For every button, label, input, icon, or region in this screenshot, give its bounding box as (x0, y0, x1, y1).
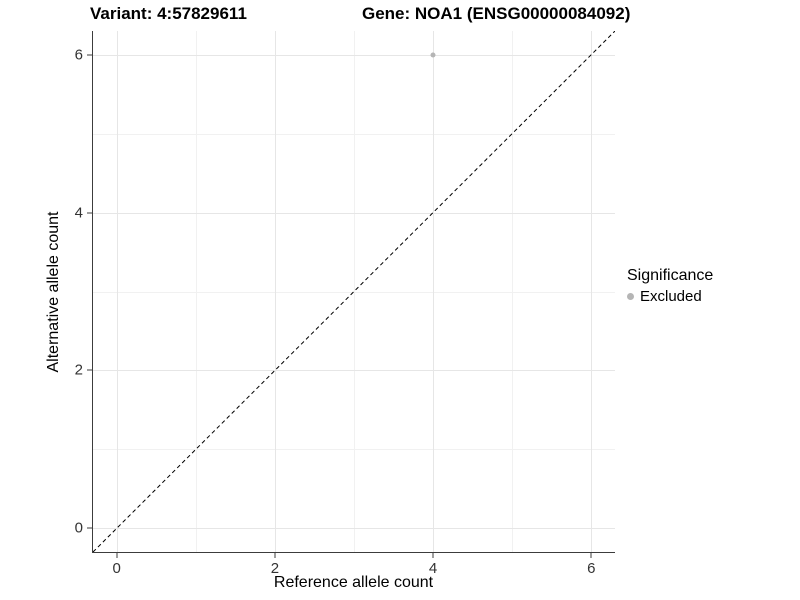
x-axis-tick-label: 6 (587, 560, 596, 577)
major-gridline (93, 370, 615, 372)
y-axis-tick-label: 2 (74, 361, 83, 379)
legend-title: Significance (627, 267, 714, 284)
x-axis-tick (274, 553, 276, 558)
legend: Significance Excluded (627, 267, 713, 305)
major-gridline (433, 31, 435, 552)
major-gridline (116, 31, 118, 552)
major-gridline (274, 31, 276, 552)
data-points-layer (93, 31, 615, 552)
y-axis-tick (87, 369, 92, 371)
x-axis-tick-label: 0 (112, 560, 121, 577)
y-axis-tick (87, 527, 92, 529)
x-axis-tick-label: 2 (270, 560, 280, 577)
x-axis-tick (432, 553, 434, 558)
minor-gridline (93, 449, 615, 451)
axis-ticks-layer: 0 2 4 6 0 2 4 6 (75, 31, 615, 577)
y-axis-title: Alternative allele count (45, 211, 62, 373)
plot-title-gene: Gene: NOA1 (ENSG00000084092) (362, 4, 631, 23)
major-gridline (591, 31, 593, 552)
minor-gridline (93, 133, 615, 135)
plot-title-variant: Variant: 4:57829611 (90, 4, 247, 23)
y-axis-tick-label: 0 (74, 519, 83, 537)
legend-entry-excluded: Excluded (627, 288, 713, 305)
major-gridline (93, 54, 615, 56)
y-axis-tick (87, 212, 92, 214)
legend-entry-label: Excluded (640, 288, 702, 305)
gridlines-layer (93, 31, 615, 552)
data-point-excluded (430, 52, 436, 58)
identity-dashed-line (93, 31, 615, 552)
minor-gridline (93, 291, 615, 293)
x-axis-tick (116, 553, 118, 558)
x-axis-tick-label: 4 (428, 560, 438, 577)
x-axis-title: Reference allele count (273, 574, 434, 591)
legend-point-icon (627, 293, 634, 300)
x-axis-tick (590, 553, 592, 558)
y-axis-tick (87, 54, 92, 56)
y-axis-tick-label: 4 (74, 204, 83, 222)
plot-panel: 0 2 4 6 0 2 4 6 (75, 31, 615, 577)
y-axis-tick-label: 6 (74, 46, 83, 64)
major-gridline (93, 528, 615, 530)
major-gridline (93, 212, 615, 214)
